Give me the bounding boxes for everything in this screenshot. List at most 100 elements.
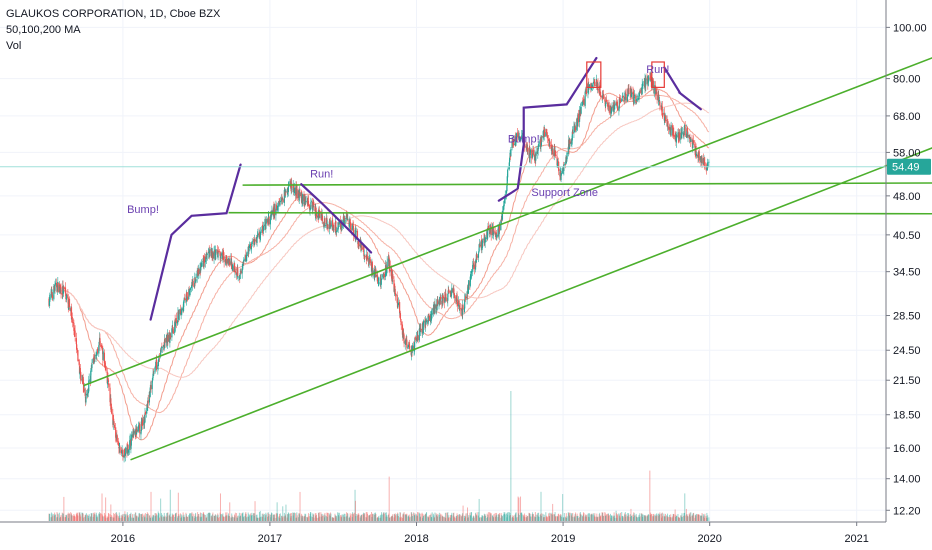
volume-bar [216,516,218,521]
candle-body [414,336,416,340]
candle-body [406,339,408,348]
volume-bar [51,517,53,521]
volume-bar [264,515,266,521]
volume-bar [509,515,511,521]
volume-bar [659,512,661,521]
volume-bar [604,512,606,521]
volume-bar [580,514,582,521]
candle-body [241,264,244,268]
ma-indicator-label[interactable]: 50,100,200 MA [6,24,81,36]
candle-body [445,297,447,301]
candle-body [309,205,311,210]
volume-bar [551,515,553,521]
volume-bar [613,512,615,521]
volume-indicator-label[interactable]: Vol [6,40,22,52]
volume-bar [175,513,177,521]
volume-bar [135,515,137,521]
volume-bar [667,517,669,521]
candle-body [78,359,80,365]
volume-bar [664,516,666,521]
candle-body [267,216,269,223]
candle-body [74,329,76,332]
volume-bar [358,513,360,521]
volume-bar [444,517,446,521]
volume-bar [366,517,368,521]
volume-bar [565,517,567,521]
volume-bar [146,512,148,521]
volume-bar [158,513,160,521]
candle-body [371,262,373,268]
volume-bar [673,514,675,521]
volume-bar [597,516,599,521]
volume-bar [506,517,508,521]
time-axis[interactable]: 2016 2017 2018 2019 2020 2021 [0,521,886,545]
candle-body [437,300,439,304]
volume-bar [240,513,242,521]
volume-bar [240,515,242,521]
volume-bar [532,514,534,521]
volume-bar [548,516,550,521]
volume-bar [244,513,246,521]
volume-bar [385,512,387,521]
candle-body [619,99,622,104]
candle-body [560,173,562,181]
price-axis[interactable]: 100.0080.0068.0058.0048.0040.5034.5028.5… [885,0,931,522]
candle-body [152,373,154,379]
candle-body [192,279,194,281]
volume-bar [335,515,337,521]
volume-bar [183,516,185,521]
volume-bar [518,515,520,521]
volume-bar [213,515,215,521]
volume-bar [197,516,199,521]
candle-body [605,103,607,107]
volume-bar [64,516,66,521]
candle-body [259,235,261,238]
volume-bar [150,517,152,521]
volume-bar [685,508,687,521]
candle-body [411,350,413,356]
time-tick-label: 2021 [844,533,868,545]
candle-body [53,286,55,300]
volume-bar [60,516,62,521]
volume-bar [224,516,226,521]
candle-body [564,163,567,165]
candle-body [270,214,272,218]
volume-bar [655,516,657,521]
volume-bar [684,493,686,521]
price-tick-label: 21.50 [893,375,921,387]
candle-body [566,153,568,160]
symbol-title[interactable]: GLAUKOS CORPORATION, 1D, Cboe BZX [6,8,221,20]
volume-bar [667,516,669,521]
volume-bar [321,513,323,521]
volume-bar [670,517,672,521]
candle-body [201,262,203,267]
volume-bar [140,513,142,521]
candle-body [383,274,385,278]
candle-body [683,125,685,131]
volume-bar [144,513,146,521]
volume-bar [534,517,536,521]
candle-body [394,288,396,295]
volume-bar [632,514,634,521]
volume-bar [303,516,305,521]
volume-bar [483,513,485,521]
candle-body [240,270,242,274]
candle-body [378,283,380,284]
price-tick-label: 68.00 [893,111,921,123]
volume-bar [318,512,320,521]
candle-body [304,197,306,203]
candle-body [82,378,84,384]
volume-bar [192,513,194,521]
volume-bar [236,517,238,521]
volume-bar [650,512,652,521]
volume-bar [169,489,171,521]
volume-bar [135,512,137,521]
volume-bar [585,516,587,521]
volume-bar [289,513,291,521]
volume-bar [538,516,540,521]
candle-body [504,199,506,202]
volume-bar [633,513,635,521]
volume-bar [526,517,528,521]
candle-body [693,140,695,143]
